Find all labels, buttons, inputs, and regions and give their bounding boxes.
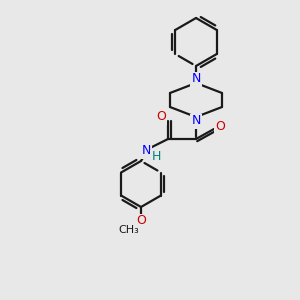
Text: CH₃: CH₃ bbox=[118, 225, 140, 235]
Text: N: N bbox=[191, 73, 201, 85]
Text: N: N bbox=[141, 145, 151, 158]
Text: O: O bbox=[136, 214, 146, 227]
Text: O: O bbox=[156, 110, 166, 124]
Text: O: O bbox=[215, 119, 225, 133]
Text: H: H bbox=[151, 151, 161, 164]
Text: N: N bbox=[191, 115, 201, 128]
